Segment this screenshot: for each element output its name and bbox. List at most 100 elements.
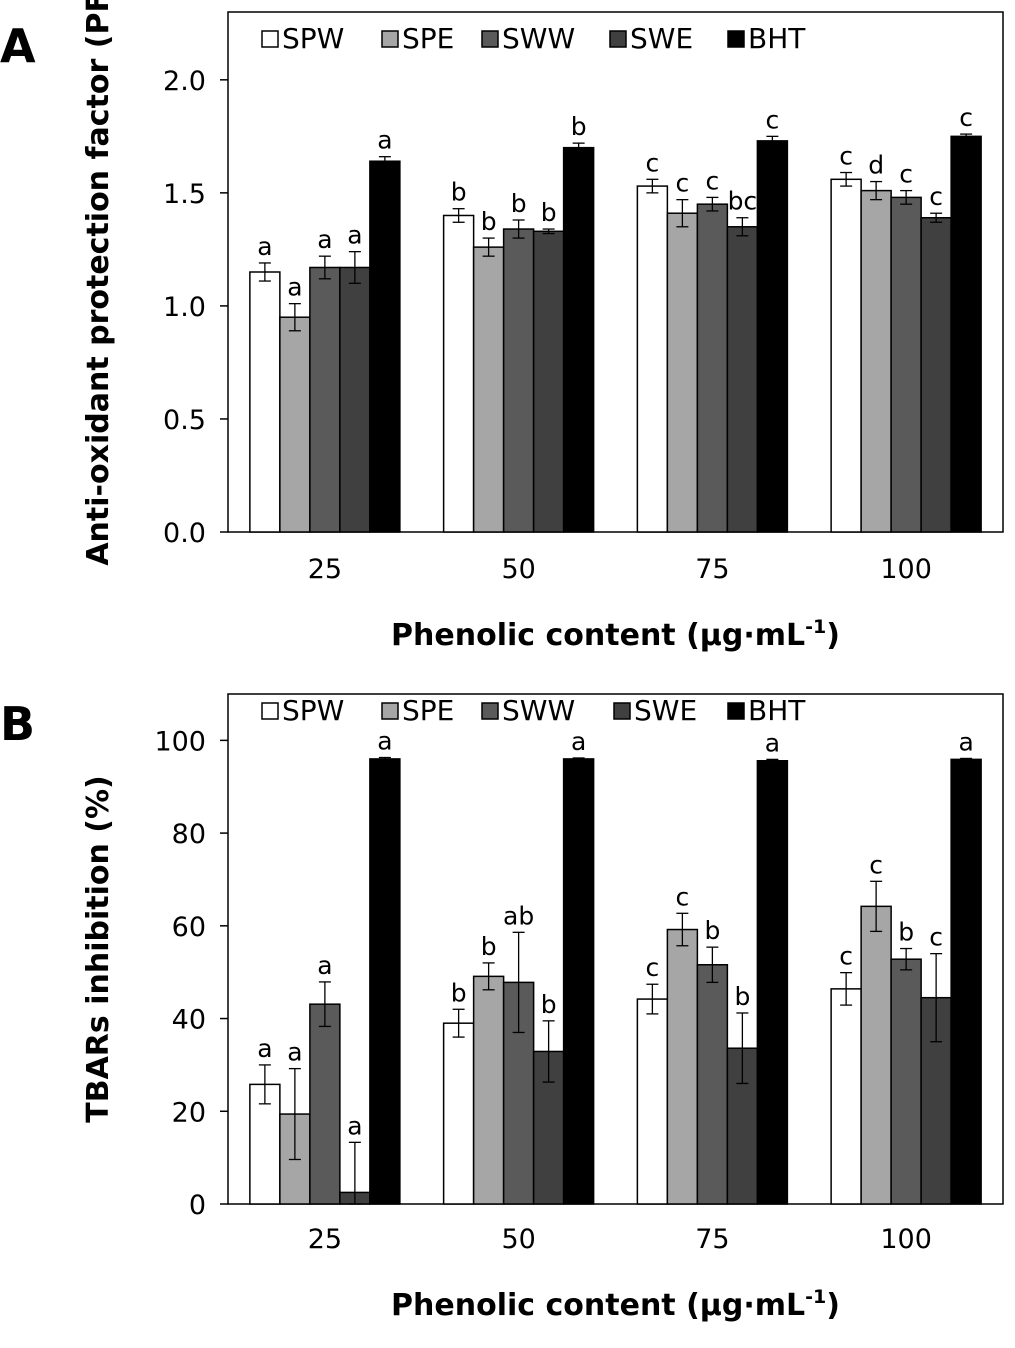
bar-spe xyxy=(666,928,699,1205)
legend-label-spw: SPW xyxy=(282,22,344,55)
bar-spw xyxy=(442,1022,475,1205)
significance-label: a xyxy=(377,126,392,155)
significance-label: a xyxy=(257,232,272,261)
legend-swatch-spe xyxy=(381,30,399,48)
bar-spe xyxy=(472,246,505,533)
bar-bht xyxy=(562,146,595,533)
legend-swatch-sww xyxy=(481,702,499,720)
x-axis-title-main: Phenolic content (μg·mL xyxy=(391,1288,805,1323)
legend-swatch-swe xyxy=(613,702,631,720)
panel-letter: B xyxy=(0,697,35,751)
significance-label: c xyxy=(959,103,973,132)
legend-label-spe: SPE xyxy=(402,694,454,727)
y-tick-label: 100 xyxy=(154,726,206,757)
bar-swe xyxy=(339,266,371,533)
legend-label-bht: BHT xyxy=(748,694,806,727)
y-tick-label: 0.5 xyxy=(163,405,206,436)
significance-label: a xyxy=(287,273,302,302)
legend-label-swe: SWE xyxy=(630,22,693,55)
bar-spe xyxy=(279,316,311,533)
bar-sww xyxy=(696,203,729,533)
significance-label: d xyxy=(868,151,884,180)
legend-swatch-spw xyxy=(261,702,279,720)
significance-label: b xyxy=(511,189,527,218)
bar-spw xyxy=(830,178,862,533)
bar-spw xyxy=(636,998,669,1205)
legend-label-spe: SPE xyxy=(402,22,454,55)
x-tick-label: 75 xyxy=(695,1224,729,1255)
significance-label: b xyxy=(481,207,497,236)
plot-area-frame xyxy=(227,693,1004,1205)
y-tick-label: 60 xyxy=(172,912,206,943)
bar-swe xyxy=(920,216,952,533)
bar-spw xyxy=(249,271,281,533)
significance-label: ab xyxy=(503,901,534,930)
bar-spe xyxy=(472,975,505,1205)
bar-bht xyxy=(562,758,595,1205)
bar-sww xyxy=(309,1003,341,1205)
legend-swatch-swe xyxy=(609,30,627,48)
legend-swatch-spe xyxy=(381,702,399,720)
legend-swatch-bht xyxy=(727,702,745,720)
significance-label: a xyxy=(347,221,362,250)
significance-label: b xyxy=(734,982,750,1011)
significance-label: b xyxy=(898,918,914,947)
significance-label: b xyxy=(481,932,497,961)
significance-label: b xyxy=(541,990,557,1019)
x-axis-title-main: Phenolic content (μg·mL xyxy=(391,618,805,653)
bar-sww xyxy=(890,958,922,1205)
significance-label: a xyxy=(377,727,392,756)
x-axis-title-superscript: -1 xyxy=(805,616,826,638)
y-tick-label: 20 xyxy=(172,1097,206,1128)
significance-label: a xyxy=(347,1111,362,1140)
significance-label: b xyxy=(541,198,557,227)
panel-letter: A xyxy=(0,19,36,73)
significance-label: c xyxy=(646,148,660,177)
x-axis-title: Phenolic content (μg·mL-1) xyxy=(391,1286,840,1323)
x-tick-label: 100 xyxy=(880,554,932,585)
significance-label: b xyxy=(704,916,720,945)
y-tick-label: 0 xyxy=(189,1190,206,1221)
y-tick-label: 2.0 xyxy=(163,66,206,97)
x-tick-label: 100 xyxy=(880,1224,932,1255)
y-axis-title: Anti-oxidant protection factor (PF) xyxy=(81,0,116,566)
legend-label-bht: BHT xyxy=(748,22,806,55)
significance-label: b xyxy=(451,178,467,207)
bar-sww xyxy=(696,964,729,1205)
bar-spe xyxy=(666,212,699,533)
legend-swatch-spw xyxy=(261,30,279,48)
significance-label: b xyxy=(451,978,467,1007)
x-axis-title-close: ) xyxy=(826,618,840,653)
significance-label: b xyxy=(571,112,587,141)
legend-label-sww: SWW xyxy=(502,694,575,727)
legend-swatch-sww xyxy=(481,30,499,48)
significance-label: a xyxy=(257,1034,272,1063)
significance-label: c xyxy=(706,166,720,195)
x-axis-title-superscript: -1 xyxy=(805,1286,826,1308)
x-tick-label: 50 xyxy=(501,554,535,585)
x-axis-title-close: ) xyxy=(826,1288,840,1323)
bar-bht xyxy=(950,135,982,533)
significance-label: bc xyxy=(728,187,758,216)
bar-bht xyxy=(950,758,982,1205)
bar-spw xyxy=(636,185,669,533)
bar-sww xyxy=(309,266,341,533)
y-axis-title: TBARs inhibition (%) xyxy=(81,775,116,1123)
legend-label-swe: SWE xyxy=(634,694,697,727)
bar-swe xyxy=(532,230,565,533)
bar-bht xyxy=(369,758,401,1205)
significance-label: c xyxy=(869,850,883,879)
x-axis-title: Phenolic content (μg·mL-1) xyxy=(391,616,840,653)
bar-spw xyxy=(830,988,862,1205)
plot-area-frame xyxy=(227,11,1004,533)
bar-spw xyxy=(442,214,475,533)
x-tick-label: 50 xyxy=(501,1224,535,1255)
bar-bht xyxy=(756,140,789,533)
panel-a-chart: A 0.0 0.5 1.0 1.5 2.0 Anti-oxidant protection … xyxy=(0,0,1004,653)
legend-label-spw: SPW xyxy=(282,694,344,727)
significance-label: c xyxy=(646,953,660,982)
significance-label: a xyxy=(317,225,332,254)
bar-swe xyxy=(726,226,759,533)
bar-bht xyxy=(369,160,401,533)
bar-spe xyxy=(860,905,892,1205)
